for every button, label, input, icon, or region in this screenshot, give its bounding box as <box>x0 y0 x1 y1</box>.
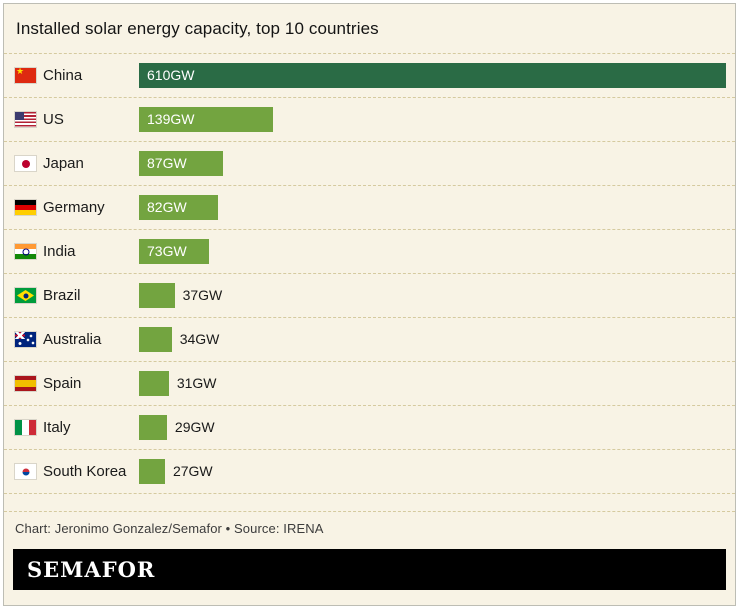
row-label-column: Brazil <box>15 287 139 304</box>
country-label: Spain <box>43 375 82 392</box>
row-label-column: Spain <box>15 375 139 392</box>
row-label-column: China <box>15 67 139 84</box>
bar-track: 82GW <box>139 195 726 220</box>
footer-bar: SEMAFOR <box>13 549 726 590</box>
flag-us-icon <box>15 112 36 127</box>
bar-value-label: 73GW <box>147 243 187 259</box>
bar-value-label: 139GW <box>147 111 195 127</box>
bar-value-label: 29GW <box>174 419 215 435</box>
flag-australia-icon <box>15 332 36 347</box>
bar-track: 37GW <box>139 283 726 308</box>
flag-south-korea-icon <box>15 464 36 479</box>
flag-italy-icon <box>15 420 36 435</box>
bar <box>139 239 210 264</box>
bar <box>139 327 172 352</box>
bar-track: 87GW <box>139 151 726 176</box>
chart-row: Australia 34GW <box>4 318 735 362</box>
bar-value-label: 610GW <box>147 67 195 83</box>
bar-value-label: 37GW <box>182 287 223 303</box>
bar <box>139 195 218 220</box>
chart-row: India 73GW <box>4 230 735 274</box>
chart-row: Italy 29GW <box>4 406 735 450</box>
country-label: Italy <box>43 419 71 436</box>
country-label: Australia <box>43 331 102 348</box>
credit-block: Chart: Jeronimo Gonzalez/Semafor • Sourc… <box>4 512 735 549</box>
bar <box>139 459 165 484</box>
chart-row: Germany 82GW <box>4 186 735 230</box>
chart-row: Japan 87GW <box>4 142 735 186</box>
semafor-logo: SEMAFOR <box>27 557 156 582</box>
chart-row: China 610GW <box>4 54 735 98</box>
chart-row: Spain 31GW <box>4 362 735 406</box>
country-label: South Korea <box>43 463 127 480</box>
bar-track: 610GW <box>139 63 726 88</box>
country-label: India <box>43 243 76 260</box>
bar-track: 27GW <box>139 459 726 484</box>
country-label: Japan <box>43 155 84 172</box>
bar-value-label: 34GW <box>179 331 220 347</box>
row-label-column: India <box>15 243 139 260</box>
bar <box>139 63 726 88</box>
country-label: Brazil <box>43 287 81 304</box>
credit-text: Chart: Jeronimo Gonzalez/Semafor • Sourc… <box>15 521 324 536</box>
bar-value-label: 82GW <box>147 199 187 215</box>
bar-track: 73GW <box>139 239 726 264</box>
chart-card: Installed solar energy capacity, top 10 … <box>3 3 736 606</box>
bar-track: 29GW <box>139 415 726 440</box>
bar <box>139 283 175 308</box>
country-label: China <box>43 67 83 84</box>
row-label-column: Italy <box>15 419 139 436</box>
flag-india-icon <box>15 244 36 259</box>
row-label-column: Japan <box>15 155 139 172</box>
row-label-column: Germany <box>15 199 139 216</box>
bar-value-label: 87GW <box>147 155 187 171</box>
flag-japan-icon <box>15 156 36 171</box>
row-label-column: Australia <box>15 331 139 348</box>
bar <box>139 415 167 440</box>
row-label-column: US <box>15 111 139 128</box>
bar-track: 34GW <box>139 327 726 352</box>
bar <box>139 151 223 176</box>
divider-band <box>4 494 735 512</box>
bar-track: 139GW <box>139 107 726 132</box>
flag-china-icon <box>15 68 36 83</box>
row-label-column: South Korea <box>15 463 139 480</box>
flag-germany-icon <box>15 200 36 215</box>
chart-row: Brazil 37GW <box>4 274 735 318</box>
chart-title: Installed solar energy capacity, top 10 … <box>16 18 379 38</box>
chart-row: South Korea 27GW <box>4 450 735 494</box>
title-block: Installed solar energy capacity, top 10 … <box>4 4 735 54</box>
bar <box>139 107 273 132</box>
bar <box>139 371 169 396</box>
country-label: US <box>43 111 64 128</box>
bar-value-label: 31GW <box>176 375 217 391</box>
bar-track: 31GW <box>139 371 726 396</box>
bar-value-label: 27GW <box>172 463 213 479</box>
chart-row: US 139GW <box>4 98 735 142</box>
flag-spain-icon <box>15 376 36 391</box>
country-label: Germany <box>43 199 105 216</box>
flag-brazil-icon <box>15 288 36 303</box>
